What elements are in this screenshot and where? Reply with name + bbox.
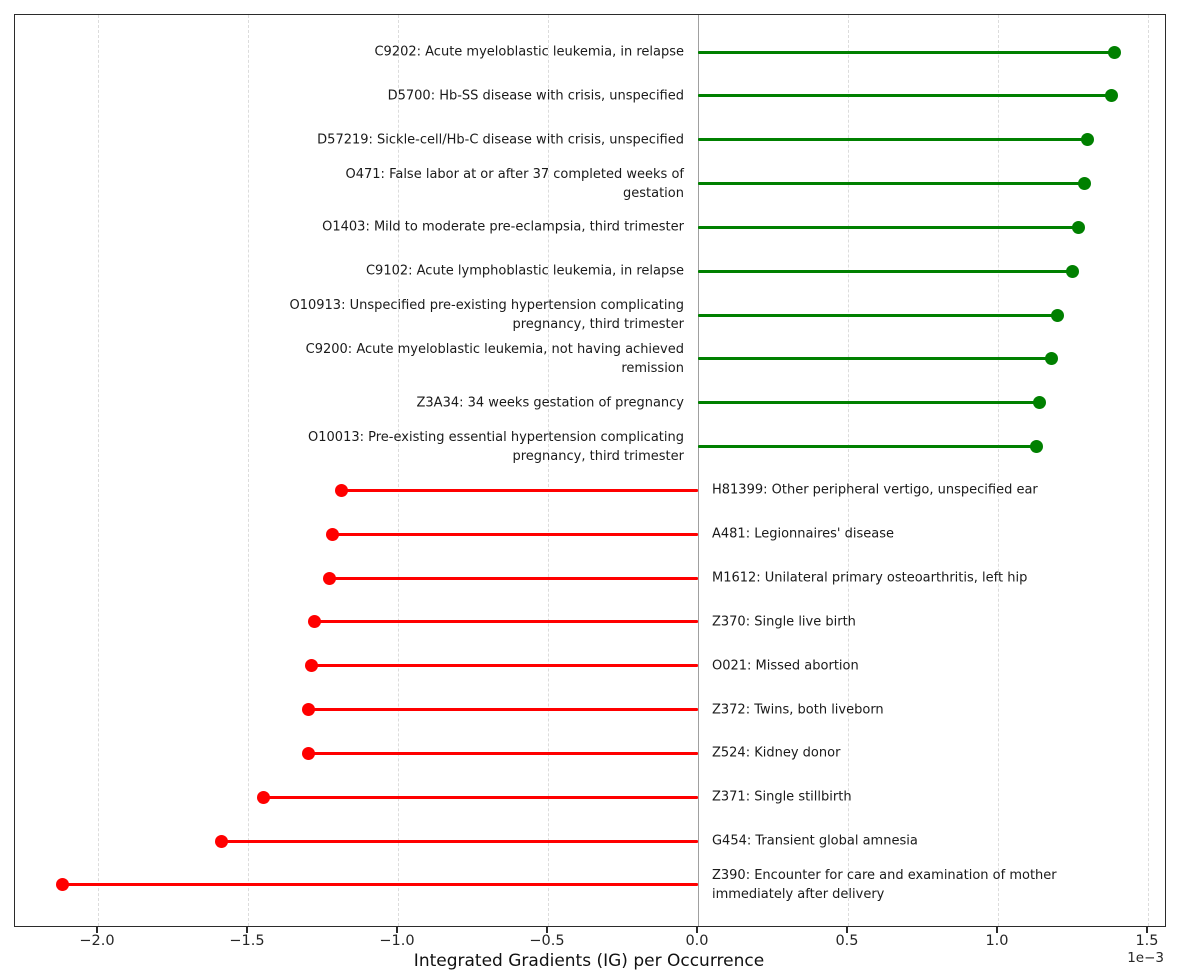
stem (697, 357, 1052, 361)
stem (332, 532, 698, 536)
category-label: Z3A34: 34 weeks gestation of pregnancy (416, 395, 685, 411)
stem (263, 795, 698, 799)
x-tick-mark (246, 926, 248, 933)
grid-line (98, 15, 99, 926)
stem-dot (1072, 220, 1086, 234)
category-label: A481: Legionnaires' disease (711, 526, 894, 542)
x-tick-mark (696, 926, 698, 933)
x-tick-mark (396, 926, 398, 933)
stem-dot (55, 878, 69, 892)
stem (697, 94, 1112, 98)
grid-line (398, 15, 399, 926)
stem-dot (1108, 45, 1122, 59)
stem-dot (214, 834, 228, 848)
category-label: D5700: Hb-SS disease with crisis, unspec… (387, 88, 684, 104)
stem-dot (334, 483, 348, 497)
stem-dot (1051, 308, 1065, 322)
stem (221, 839, 698, 843)
x-tick-label: −1.5 (229, 933, 265, 949)
category-label: O10913: Unspecified pre-existing hyperte… (289, 298, 684, 333)
grid-line (1147, 15, 1149, 926)
stem-dot (1045, 352, 1059, 366)
stem (697, 401, 1040, 405)
stem (311, 664, 698, 668)
x-tick-mark (1146, 926, 1148, 933)
x-tick-label: 0.5 (835, 933, 859, 949)
stem (314, 620, 698, 624)
category-label: O1403: Mild to moderate pre-eclampsia, t… (322, 219, 684, 235)
stem-dot (307, 615, 321, 629)
plot-area: C9202: Acute myeloblastic leukemia, in r… (14, 14, 1166, 927)
stem-dot (1033, 396, 1047, 410)
stem-dot (322, 571, 336, 585)
x-tick-label: 1.0 (985, 933, 1009, 949)
stem (308, 751, 698, 755)
x-tick-mark (96, 926, 98, 933)
stem-dot (1030, 440, 1044, 454)
stem (341, 488, 698, 492)
x-tick-mark (546, 926, 548, 933)
zero-line (697, 15, 699, 926)
category-label: Z524: Kidney donor (711, 745, 841, 761)
category-label: G454: Transient global amnesia (711, 833, 918, 849)
stem-dot (304, 659, 318, 673)
stem (697, 182, 1085, 186)
category-label: M1612: Unilateral primary osteoarthritis… (711, 570, 1028, 586)
stem-dot (301, 746, 315, 760)
category-label: Z370: Single live birth (711, 614, 856, 630)
stem (329, 576, 698, 580)
category-label: Z371: Single stillbirth (711, 789, 852, 805)
category-label: C9102: Acute lymphoblastic leukemia, in … (365, 263, 684, 279)
stem (697, 269, 1073, 273)
stem (62, 883, 698, 887)
stem (697, 50, 1115, 54)
category-label: C9202: Acute myeloblastic leukemia, in r… (374, 44, 684, 60)
stem-dot (1066, 264, 1080, 278)
stem-dot (256, 790, 270, 804)
category-label: C9200: Acute myeloblastic leukemia, not … (305, 341, 684, 376)
category-label: O471: False labor at or after 37 complet… (345, 166, 684, 201)
axis-scale-offset-label: 1e−3 (1127, 950, 1164, 966)
category-label: O021: Missed abortion (711, 658, 859, 674)
x-tick-label: −2.0 (79, 933, 115, 949)
category-label: Z390: Encounter for care and examination… (711, 867, 1057, 902)
stem-dot (301, 703, 315, 717)
stem (697, 225, 1079, 229)
stem-dot (1081, 133, 1095, 147)
x-tick-label: −0.5 (529, 933, 565, 949)
x-tick-label: 0.0 (685, 933, 709, 949)
stem-dot (1078, 177, 1092, 191)
category-label: D57219: Sickle-cell/Hb-C disease with cr… (317, 132, 684, 148)
stem (697, 313, 1058, 317)
stem (697, 138, 1088, 142)
stem (697, 445, 1037, 449)
grid-line (847, 15, 849, 926)
x-tick-label: 1.5 (1135, 933, 1159, 949)
grid-line (548, 15, 549, 926)
x-tick-mark (996, 926, 998, 933)
stem (308, 708, 698, 712)
grid-line (248, 15, 249, 926)
x-axis-label: Integrated Gradients (IG) per Occurrence (413, 951, 765, 971)
x-tick-label: −1.0 (379, 933, 415, 949)
stem-dot (1105, 89, 1119, 103)
stem-dot (325, 527, 339, 541)
x-tick-mark (846, 926, 848, 933)
category-label: H81399: Other peripheral vertigo, unspec… (711, 482, 1038, 498)
grid-line (997, 15, 999, 926)
category-label: Z372: Twins, both liveborn (711, 702, 884, 718)
category-label: O10013: Pre-existing essential hypertens… (308, 429, 684, 464)
